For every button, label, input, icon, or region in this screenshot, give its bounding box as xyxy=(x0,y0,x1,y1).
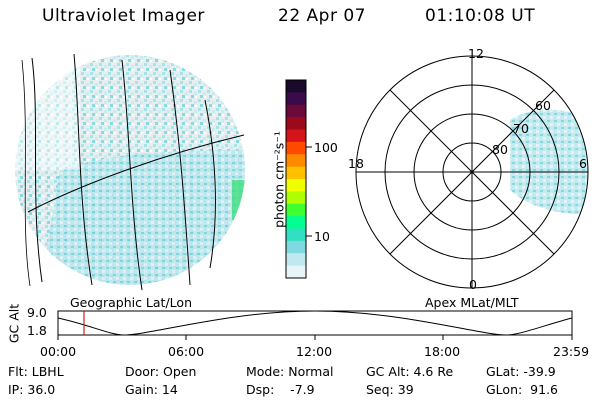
mlat-label-80: 80 xyxy=(492,142,508,157)
colorbar-segment xyxy=(286,141,306,155)
colorbar-segment xyxy=(286,80,306,93)
glon-value: GLon: 91.6 xyxy=(486,382,558,397)
time-tick-1200: 12:00 xyxy=(296,344,333,359)
time-tick-0600: 06:00 xyxy=(168,344,205,359)
gain-value: Gain: 14 xyxy=(125,382,178,397)
mlt-label-12: 12 xyxy=(468,46,484,61)
time-tick-0000: 00:00 xyxy=(40,344,77,359)
mlt-label-0: 0 xyxy=(469,277,477,292)
observation-date: 22 Apr 07 xyxy=(278,6,366,26)
colorbar-border xyxy=(285,79,307,279)
apex-polar-plot xyxy=(355,55,589,289)
geographic-panel-label: Geographic Lat/Lon xyxy=(70,295,192,310)
mlt-label-18: 18 xyxy=(348,156,364,171)
colorbar-tick-10: 10 xyxy=(314,229,330,244)
colorbar-segment xyxy=(286,240,306,254)
colorbar-segment xyxy=(286,265,306,279)
time-tick-2359: 23:59 xyxy=(553,344,590,359)
colorbar-segment xyxy=(286,154,306,168)
colorbar-segment xyxy=(286,179,306,192)
colorbar-segment xyxy=(286,166,306,180)
mlt-label-6: 6 xyxy=(579,156,587,171)
geographic-image xyxy=(15,53,245,291)
colorbar-segment xyxy=(286,117,306,130)
colorbar-label: photon cm⁻²s⁻¹ xyxy=(271,131,287,228)
colorbar-segment xyxy=(286,104,306,118)
gc-alt-value: GC Alt: 4.6 Re xyxy=(366,364,454,379)
colorbar-tick-100: 100 xyxy=(314,140,338,155)
mlat-label-70: 70 xyxy=(513,121,529,136)
colorbar-segment xyxy=(286,216,306,229)
glat-value: GLat: -39.9 xyxy=(486,364,556,379)
altitude-tick-min: 1.8 xyxy=(27,323,47,338)
colorbar-segment xyxy=(286,92,306,106)
colorbar xyxy=(285,79,307,279)
observation-time: 01:10:08 UT xyxy=(425,6,536,26)
time-tick-1800: 18:00 xyxy=(424,344,461,359)
ip-value: IP: 36.0 xyxy=(8,382,56,397)
mlat-label-60: 60 xyxy=(535,98,551,113)
colorbar-segment xyxy=(286,129,306,143)
seq-value: Seq: 39 xyxy=(366,382,414,397)
apex-panel-label: Apex MLat/MLT xyxy=(425,295,519,310)
altitude-tick-max: 9.0 xyxy=(27,305,47,320)
colorbar-segment xyxy=(286,253,306,267)
altitude-axis-label: GC Alt xyxy=(6,303,22,344)
filter-value: Flt: LBHL xyxy=(8,364,64,379)
door-value: Door: Open xyxy=(125,364,197,379)
colorbar-segment xyxy=(286,191,306,205)
dsp-value: Dsp: -7.9 xyxy=(246,382,315,397)
colorbar-segment xyxy=(286,203,306,217)
instrument-title: Ultraviolet Imager xyxy=(42,6,205,26)
altitude-plot xyxy=(57,310,573,340)
mode-value: Mode: Normal xyxy=(246,364,334,379)
colorbar-segment xyxy=(286,228,306,242)
